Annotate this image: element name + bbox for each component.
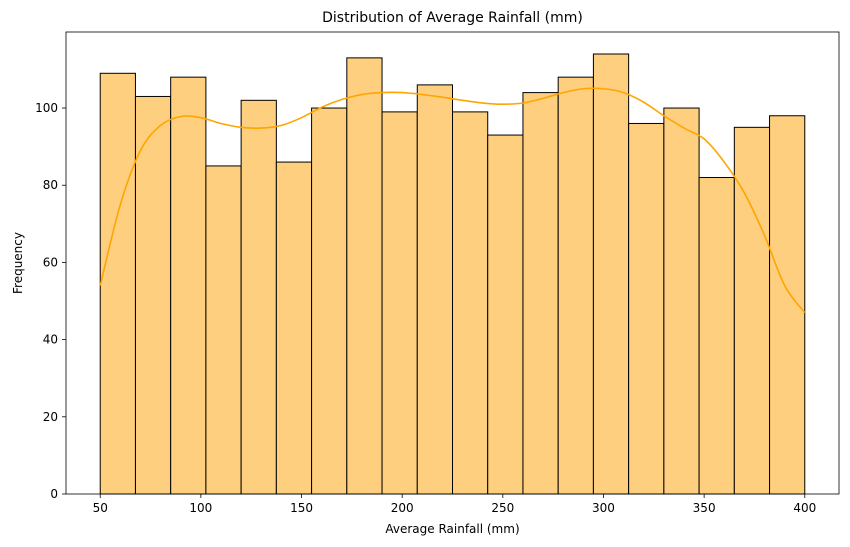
histogram-bar (134, 95, 172, 495)
y-tick-label: 80 (43, 178, 58, 192)
y-tick-label: 40 (43, 333, 58, 347)
histogram-bar (275, 161, 313, 495)
histogram-bar (99, 72, 136, 495)
x-axis: 50 100 150 200 250 300 350 400 (93, 494, 816, 515)
histogram-bar (346, 57, 383, 495)
histogram-bar (240, 99, 277, 495)
histogram-bar (487, 134, 524, 495)
histogram-bar (698, 177, 735, 495)
histogram-bar (628, 122, 665, 495)
chart-title: Distribution of Average Rainfall (mm) (322, 10, 583, 26)
histogram-bar (311, 107, 348, 495)
histogram-bar (170, 76, 207, 495)
x-tick-label: 150 (290, 501, 313, 515)
x-axis-title: Average Rainfall (mm) (385, 522, 519, 536)
y-axis: 0 20 40 60 80 100 (35, 101, 66, 501)
y-tick-label: 20 (43, 410, 58, 424)
y-tick-label: 60 (43, 255, 58, 269)
y-tick-label: 0 (50, 487, 58, 501)
y-tick-label: 100 (35, 101, 58, 115)
x-tick-label: 300 (592, 501, 615, 515)
x-tick-label: 250 (491, 501, 514, 515)
histogram-bar (452, 111, 489, 495)
bars-group (99, 53, 806, 495)
histogram-bar (663, 107, 700, 495)
x-tick-label: 200 (391, 501, 414, 515)
histogram-bar (557, 76, 594, 495)
x-tick-label: 100 (189, 501, 212, 515)
histogram-bar (592, 53, 630, 495)
kde-curve (99, 87, 806, 314)
plot-area-frame (65, 31, 840, 495)
histogram-bar (205, 165, 242, 495)
x-tick-label: 400 (793, 501, 816, 515)
histogram-bar (381, 111, 418, 495)
histogram-bar (733, 126, 771, 495)
histogram-bar (769, 115, 806, 495)
y-axis-title: Frequency (11, 232, 25, 294)
histogram-bar (522, 92, 559, 495)
x-tick-label: 50 (93, 501, 108, 515)
histogram-bar (416, 84, 453, 495)
x-tick-label: 350 (693, 501, 716, 515)
